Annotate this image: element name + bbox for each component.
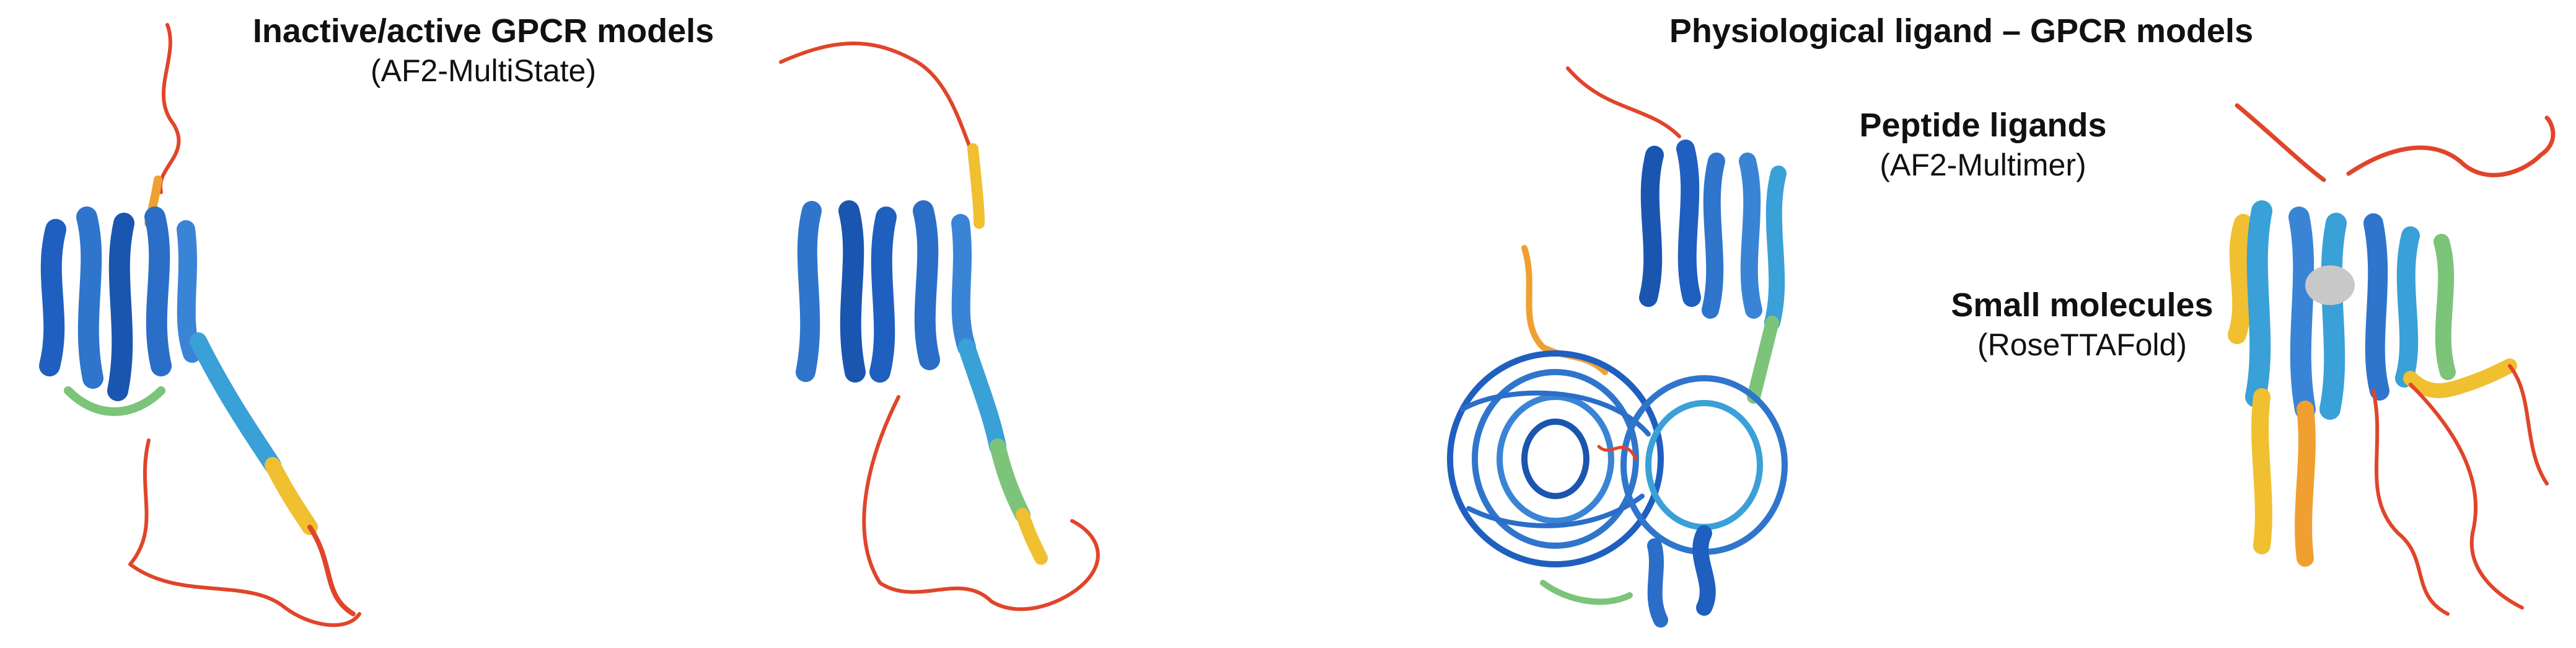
protein-ribbon-icon bbox=[1447, 66, 1788, 628]
left-section-subtitle: (AF2-MultiState) bbox=[371, 53, 596, 88]
small-molecule-gpcr-complex bbox=[2225, 99, 2572, 639]
inactive-gpcr-model bbox=[25, 19, 372, 632]
protein-ribbon-icon bbox=[2228, 103, 2556, 616]
peptide-ligands-title: Peptide ligands bbox=[1859, 107, 2107, 144]
left-section-title: Inactive/active GPCR models bbox=[252, 12, 714, 50]
ligand-icon bbox=[2305, 265, 2355, 305]
peptide-ligand-gpcr-complex bbox=[1444, 62, 1828, 632]
small-molecules-title: Small molecules bbox=[1951, 286, 2213, 324]
peptide-ligands-label: Peptide ligands (AF2-Multimer) bbox=[1797, 105, 2169, 185]
protein-ribbon-icon bbox=[779, 42, 1100, 611]
left-section-heading: Inactive/active GPCR models (AF2-MultiSt… bbox=[204, 11, 762, 91]
right-section-title: Physiological ligand – GPCR models bbox=[1669, 12, 2254, 50]
peptide-ligands-subtitle: (AF2-Multimer) bbox=[1879, 148, 2086, 182]
small-molecules-subtitle: (RoseTTAFold) bbox=[1977, 327, 2187, 362]
small-molecules-label: Small molecules (RoseTTAFold) bbox=[1896, 285, 2268, 365]
protein-ribbon-icon bbox=[39, 23, 361, 628]
active-gpcr-model bbox=[775, 25, 1122, 632]
